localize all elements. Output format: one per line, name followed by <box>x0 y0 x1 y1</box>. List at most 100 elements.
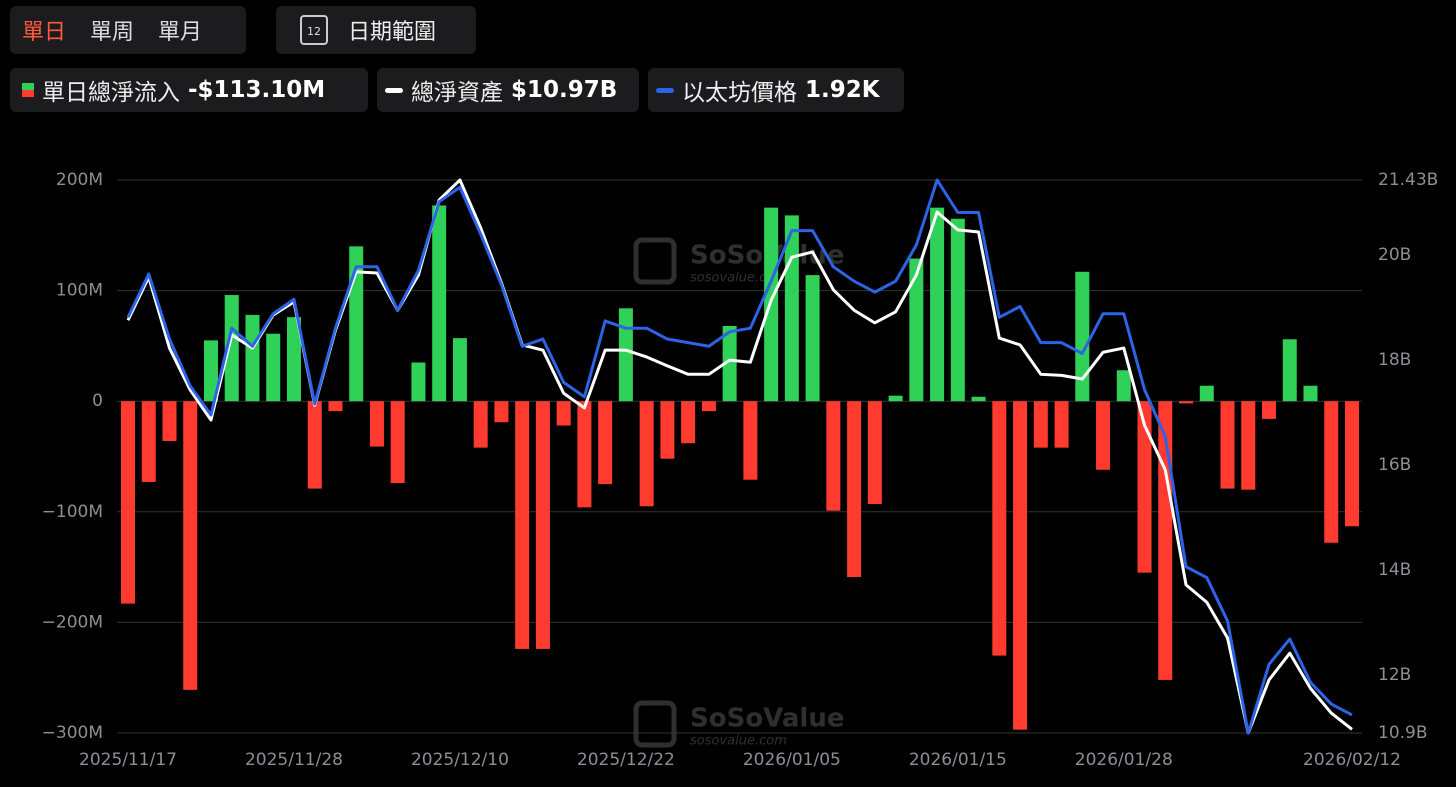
bar <box>971 396 986 402</box>
calendar-day: 12 <box>307 25 321 38</box>
bar <box>1262 401 1277 419</box>
bar <box>1158 401 1173 680</box>
bar <box>390 401 405 484</box>
bar <box>992 401 1007 656</box>
bar <box>141 401 156 482</box>
y2-tick-label: 18B <box>1378 350 1411 370</box>
calendar-icon: 12 <box>300 15 328 45</box>
x-tick-label: 2026/01/28 <box>1075 750 1173 770</box>
button-label: 日期範圍 <box>348 20 437 45</box>
bar <box>1116 370 1131 402</box>
bar <box>1033 401 1048 448</box>
period-tabs: 單日 單周 單月 <box>10 6 246 54</box>
bar <box>660 401 675 459</box>
bar <box>1241 401 1256 490</box>
bar <box>1013 401 1028 730</box>
bar <box>307 401 322 489</box>
y2-tick-label: 10.9B <box>1378 723 1428 743</box>
bar <box>909 258 924 402</box>
bar <box>328 401 343 412</box>
legend-item[interactable]: 總淨資產 $10.97B <box>377 68 639 112</box>
y-tick-label: 200M <box>56 170 103 190</box>
x-tick-label: 2025/11/17 <box>79 750 177 770</box>
bar <box>266 333 281 402</box>
bar <box>577 401 592 508</box>
bar <box>494 401 509 423</box>
bar <box>245 314 260 402</box>
bar <box>681 401 696 444</box>
bar <box>867 401 882 505</box>
bar <box>950 218 965 402</box>
bar <box>452 338 467 402</box>
bar <box>701 401 716 412</box>
legend-label: 以太坊價格 <box>682 80 797 106</box>
bar <box>224 295 239 402</box>
bar <box>1075 271 1090 402</box>
legend-item[interactable]: 以太坊價格 1.92K <box>648 68 904 112</box>
bar <box>1179 401 1194 404</box>
legend-value: 1.92K <box>805 77 880 103</box>
bar <box>639 401 654 507</box>
legend-value: -$113.10M <box>188 77 326 103</box>
tab[interactable]: 單周 <box>90 20 135 45</box>
bar <box>203 340 218 402</box>
date-range-button[interactable]: 12 日期範圍 <box>276 6 476 54</box>
y-tick-label: −200M <box>42 612 103 632</box>
watermark-name: SoSoValue <box>690 704 844 734</box>
x-tick-label: 2025/11/28 <box>245 750 343 770</box>
x-tick-label: 2026/02/12 <box>1303 750 1401 770</box>
legend-item[interactable]: 單日總淨流入 -$113.10M <box>10 68 368 112</box>
bar <box>1054 401 1069 448</box>
legend-swatch <box>22 83 34 97</box>
legend-value: $10.97B <box>511 77 618 103</box>
y-tick-label: −100M <box>42 502 103 522</box>
bar <box>369 401 384 447</box>
y2-tick-label: 14B <box>1378 560 1411 580</box>
bar <box>1199 385 1214 402</box>
y-tick-label: 0 <box>92 391 103 411</box>
bar <box>1220 401 1235 489</box>
legend-label: 總淨資產 <box>411 80 503 106</box>
bar <box>1137 401 1152 573</box>
y2-tick-label: 12B <box>1378 665 1411 685</box>
bar <box>183 401 198 690</box>
bar <box>847 401 862 578</box>
bar <box>556 401 571 426</box>
bar <box>1324 401 1339 543</box>
grid <box>117 179 1362 734</box>
bar <box>930 207 945 402</box>
bar <box>411 362 426 402</box>
bar <box>743 401 758 480</box>
x-tick-label: 2026/01/05 <box>743 750 841 770</box>
bar <box>1282 339 1297 402</box>
x-tick-label: 2025/12/22 <box>577 750 675 770</box>
legend-swatch <box>656 87 674 93</box>
bar <box>826 401 841 511</box>
bar <box>432 205 447 402</box>
bar <box>1345 401 1359 527</box>
y2-tick-label: 20B <box>1378 245 1411 265</box>
watermark-url: sosovalue.com <box>690 734 787 749</box>
legend-label: 單日總淨流入 <box>42 80 180 106</box>
bar <box>598 401 613 485</box>
line <box>126 178 1353 735</box>
bar <box>473 401 488 448</box>
y-tick-label: −300M <box>42 723 103 743</box>
bar <box>722 325 737 402</box>
bar <box>805 275 820 402</box>
watermark-url: sosovalue.com <box>690 271 787 286</box>
bar <box>618 308 633 402</box>
tab[interactable]: 單日 <box>22 20 67 45</box>
y-tick-label: 100M <box>56 281 103 301</box>
bar <box>162 401 177 442</box>
legend-swatch <box>385 87 403 93</box>
bar <box>515 401 530 649</box>
tab[interactable]: 單月 <box>158 20 203 45</box>
bar <box>888 395 903 402</box>
bar <box>535 401 550 649</box>
y2-tick-label: 21.43B <box>1378 170 1438 190</box>
y2-tick-label: 16B <box>1378 455 1411 475</box>
x-tick-label: 2026/01/15 <box>909 750 1007 770</box>
